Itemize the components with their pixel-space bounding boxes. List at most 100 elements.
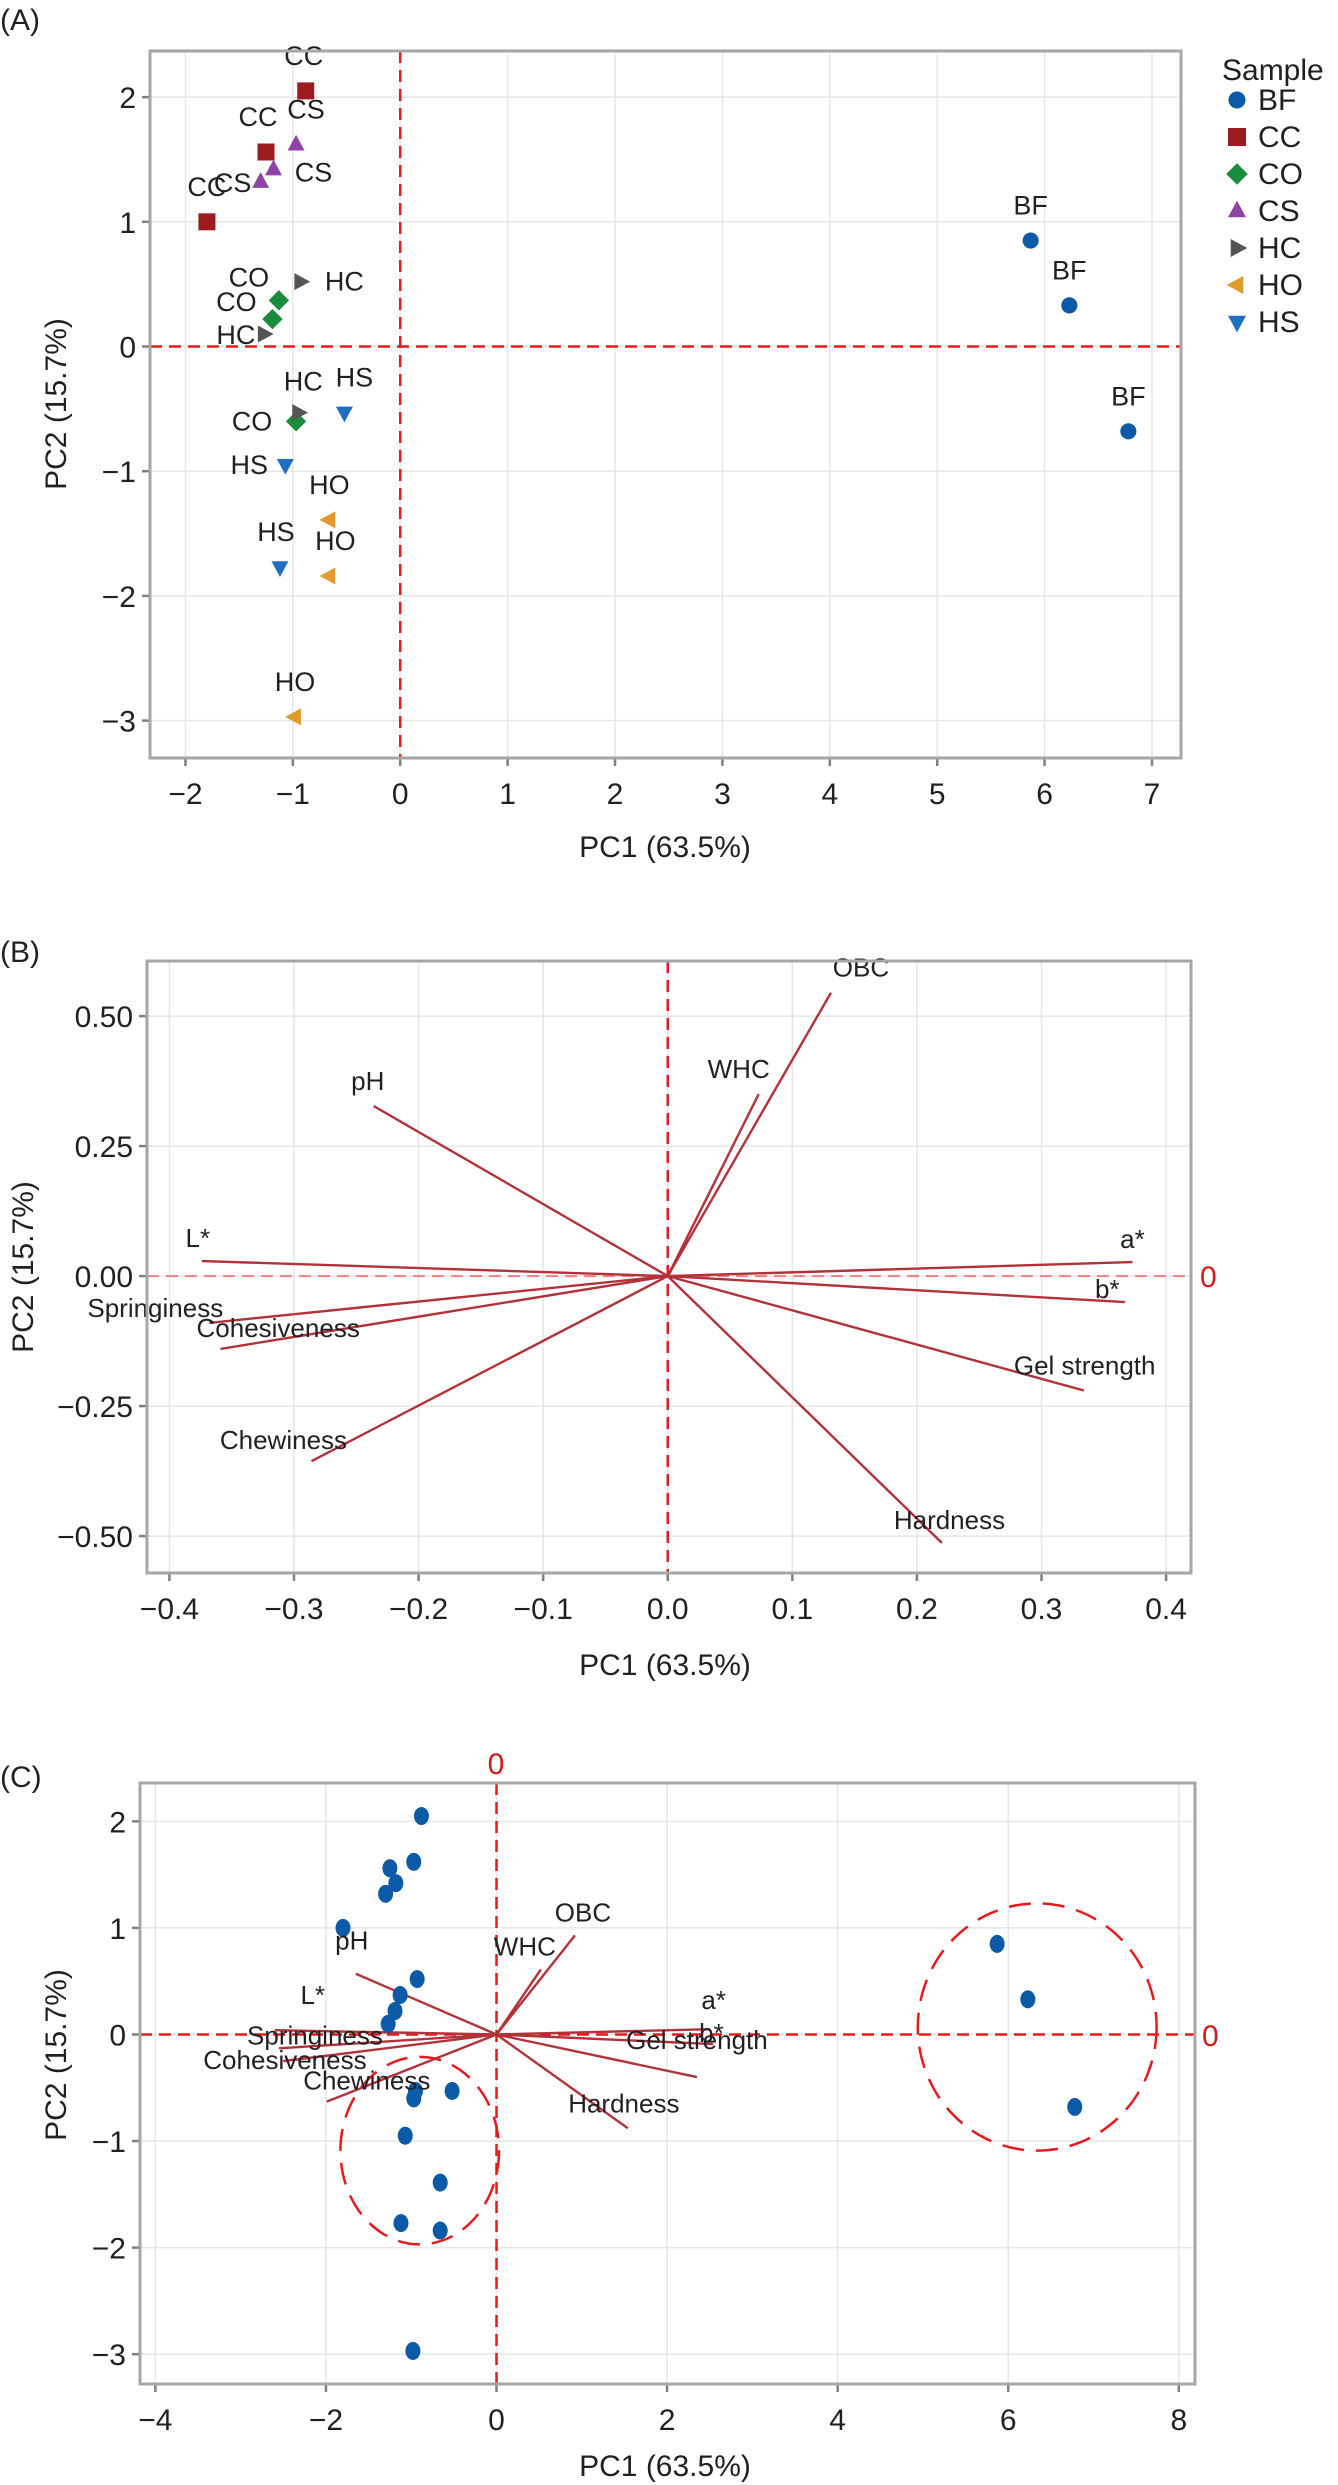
vector-label-springiness: Springiness <box>247 2020 383 2050</box>
vector-label-b-star: b* <box>1095 1274 1120 1304</box>
panel-c-label: (C) <box>0 1761 42 1794</box>
point-hs <box>271 561 289 577</box>
panel-c-x-axis-title: PC1 (63.5%) <box>579 2450 751 2483</box>
vector-ph <box>373 1105 669 1278</box>
panel-a-axes: −2 −1 0 1 2 3 4 5 6 7 −3 −2 −1 0 1 2 <box>102 49 1183 811</box>
legend-entries: BF CC CO CS HC HO HS <box>1226 84 1303 339</box>
legend-item-co: CO <box>1226 158 1303 191</box>
panel-b-vectors <box>201 992 1133 1544</box>
x-tick-label: 6 <box>1036 778 1053 811</box>
vector-label-cohesiveness: Cohesiveness <box>197 1313 360 1343</box>
y-tick-label: 1 <box>109 1913 126 1946</box>
x-tick-label: 1 <box>499 778 516 811</box>
vector-hardness <box>495 2033 629 2130</box>
x-tick-label: −1 <box>276 778 310 811</box>
point-label-bf: BF <box>1013 191 1048 221</box>
x-tick-label: −2 <box>168 778 202 811</box>
point-hc <box>294 273 311 291</box>
vector-cohesiveness <box>220 1274 668 1351</box>
x-tick-label: −0.2 <box>389 1593 448 1626</box>
x-tick-label: −0.4 <box>140 1593 199 1626</box>
point-label-co: CO <box>229 262 270 292</box>
point-label-cs: CS <box>214 168 252 198</box>
x-tick-label: −2 <box>309 2404 343 2437</box>
vector-label-gel-strength: Gel strength <box>1014 1350 1156 1380</box>
panel-c-vector-labels: OBC WHC pH L* SpringinessCohesivenessChewine… <box>203 1897 767 2118</box>
point <box>407 2081 423 2100</box>
point-hs <box>335 406 353 423</box>
vector-obc <box>666 992 832 1277</box>
point <box>432 2221 448 2240</box>
legend-item-bf: BF <box>1228 84 1296 117</box>
point-label-hs: HS <box>336 363 374 393</box>
y-tick-label: −1 <box>92 2126 126 2159</box>
panel-a-reference-lines <box>150 51 1181 758</box>
point-cc <box>257 143 275 161</box>
y-tick-label: −2 <box>102 581 136 614</box>
point-label-co: CO <box>232 406 273 436</box>
vector-obc <box>495 1934 576 2036</box>
vector-label-chewiness: Chewiness <box>303 2066 430 2096</box>
panel-b-reference-lines <box>147 961 1191 1573</box>
legend: Sample BF CC CO CS HC HO HS <box>1222 54 1324 339</box>
panel-c-points <box>335 1807 1083 2360</box>
x-tick-label: −0.3 <box>264 1593 323 1626</box>
x-tick-label: 0.4 <box>1145 1593 1187 1626</box>
x-tick-label: −4 <box>138 2404 172 2437</box>
vector-label-hardness: Hardness <box>568 2088 679 2118</box>
y-tick-label: −3 <box>92 2339 126 2372</box>
vector-label-whc: WHC <box>494 1931 556 1961</box>
vector-label-springiness: Springiness <box>87 1293 223 1323</box>
legend-item-cs: CS <box>1228 195 1300 228</box>
vector-label-l-star: L* <box>300 1980 325 2010</box>
y-tick-label: −1 <box>102 456 136 489</box>
y-tick-label: −0.25 <box>57 1391 133 1424</box>
point-label-ho: HO <box>315 526 356 556</box>
legend-label-cc: CC <box>1258 121 1301 154</box>
y-tick-label: 2 <box>109 1806 126 1839</box>
legend-label-cs: CS <box>1258 195 1300 228</box>
legend-marker-bf <box>1228 91 1246 109</box>
point <box>405 2341 421 2360</box>
x-tick-label: 0.3 <box>1021 1593 1063 1626</box>
point-label-cs: CS <box>287 95 325 125</box>
panel-c-biplot: (C) OBC WHC pH L* SpringinessCohesivenessChe… <box>0 1748 1219 2483</box>
legend-item-cc: CC <box>1228 121 1301 154</box>
vector-l-star <box>201 1259 668 1278</box>
x-tick-label: 0.0 <box>647 1593 689 1626</box>
legend-label-co: CO <box>1258 158 1303 191</box>
panel-a-x-axis-title: PC1 (63.5%) <box>579 831 751 864</box>
panel-c-y-axis-title: PC2 (15.7%) <box>40 1969 73 2141</box>
panel-c-zero-reference-label-top: 0 <box>488 1748 505 1781</box>
point <box>432 2173 448 2192</box>
point-hs <box>276 459 294 475</box>
point-ho <box>319 567 336 585</box>
point <box>380 2014 396 2033</box>
vector-gel-strength <box>667 1274 1085 1392</box>
panel-b-label: (B) <box>0 936 40 969</box>
vector-label-gel-strength: Gel strength <box>626 2025 768 2055</box>
point-cs <box>287 134 305 151</box>
vector-label-b-star: b* <box>699 2018 724 2048</box>
point-label-bf: BF <box>1052 255 1087 285</box>
x-tick-label: 5 <box>929 778 946 811</box>
point <box>393 2214 409 2233</box>
legend-label-hs: HS <box>1258 306 1300 339</box>
panel-c-confidence-ellipses <box>339 1902 1158 2246</box>
legend-marker-hs <box>1228 315 1246 333</box>
y-tick-label: 2 <box>119 82 136 115</box>
point-bf <box>1120 423 1137 440</box>
panel-a-label: (A) <box>0 4 40 37</box>
point-label-cc: CC <box>187 172 226 202</box>
vector-label-ph: pH <box>335 1926 368 1956</box>
panel-c-frame <box>138 1781 1197 2386</box>
point <box>388 1874 404 1893</box>
point-cs <box>265 159 283 176</box>
point <box>387 2002 403 2021</box>
y-tick-label: 0.00 <box>75 1261 133 1294</box>
vector-l-star <box>274 2029 497 2036</box>
vector-label-obc: OBC <box>555 1897 611 1927</box>
x-tick-label: −0.1 <box>514 1593 573 1626</box>
